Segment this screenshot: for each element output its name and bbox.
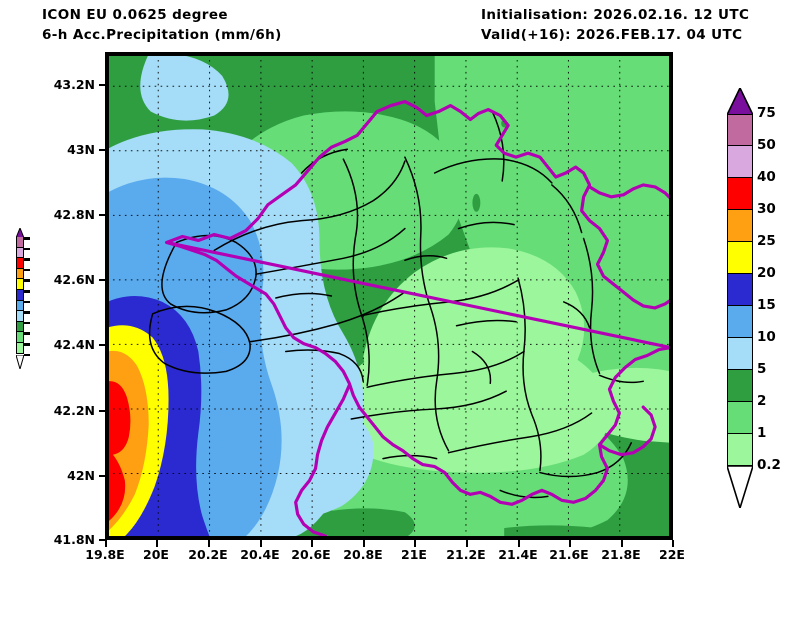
fill-south-dark-green-2 [295, 508, 415, 538]
fill-level-02-1-east-arm [553, 367, 671, 443]
colorbar-tick-label: 15 [757, 297, 776, 313]
mini-colorbar-segment [16, 342, 24, 354]
colorbar-segment [727, 338, 753, 370]
fill-level-02-1-center2 [328, 332, 611, 473]
colorbar-tick-label: 1 [757, 425, 767, 441]
national-border [164, 100, 671, 506]
mini-colorbar-tick [24, 353, 30, 357]
mini-colorbar-tick [24, 247, 30, 251]
colorbar-tick-label: 2 [757, 393, 767, 409]
colorbar-segment [727, 274, 753, 306]
colorbar-segment [727, 146, 753, 178]
mini-colorbar-segment [16, 311, 24, 322]
x-axis-label-2: 20.2E [188, 547, 228, 562]
national-border-southeast-loop [597, 405, 657, 457]
map-canvas [107, 54, 671, 538]
mini-colorbar-tick [24, 300, 30, 304]
colorbar-tick-label: 0.2 [757, 457, 781, 473]
x-axis-label-0: 19.8E [85, 547, 125, 562]
mini-colorbar-cap-top [16, 228, 24, 238]
valid-time: Valid(+16): 2026.FEB.17. 04 UTC [481, 27, 743, 43]
colorbar-segment [727, 370, 753, 402]
mini-colorbar-tick [24, 237, 30, 240]
colorbar-tick-label: 20 [757, 265, 776, 281]
fill-level-30-40 [107, 381, 131, 523]
x-axis-label-9: 21.6E [549, 547, 589, 562]
x-axis-label-11: 22E [659, 547, 685, 562]
mini-colorbar-tick [24, 258, 30, 261]
mini-colorbar-segment [16, 332, 24, 343]
colorbar-tick-label: 40 [757, 169, 776, 185]
mini-colorbar-tick [24, 332, 30, 335]
colorbar-segment [727, 178, 753, 210]
fill-level-5-10-nw-blob [140, 54, 229, 121]
colorbar-cap-bottom [727, 466, 753, 508]
field-title: 6-h Acc.Precipitation (mm/6h) [42, 27, 282, 43]
y-axis-label-7: 41.8N [53, 532, 95, 547]
colorbar[interactable] [727, 114, 753, 466]
colorbar-segment [727, 402, 753, 434]
x-axis-label-1: 20E [143, 547, 169, 562]
x-axis-label-8: 21.4E [498, 547, 538, 562]
y-axis-label-0: 43.2N [53, 77, 95, 92]
mini-colorbar-segment [16, 247, 24, 259]
mini-colorbar-segment [16, 237, 24, 248]
national-border-south-loop [294, 383, 351, 538]
national-border-northeast [587, 183, 671, 201]
mini-colorbar-segment [16, 300, 24, 312]
mini-colorbar-segment [16, 289, 24, 301]
colorbar-segment [727, 210, 753, 242]
y-axis-label-2: 42.8N [53, 207, 95, 222]
mini-colorbar-tick [24, 268, 30, 272]
colorbar-segment [727, 114, 753, 146]
x-axis-label-6: 21E [401, 547, 427, 562]
initialisation-time: Initialisation: 2026.02.16. 12 UTC [481, 7, 750, 23]
y-axis-label-1: 43N [67, 142, 95, 157]
colorbar-tick-label: 75 [757, 105, 776, 121]
x-axis-label-5: 20.8E [343, 547, 383, 562]
mini-colorbar-tick [24, 279, 30, 282]
colorbar-tick-label: 30 [757, 201, 776, 217]
mini-colorbar [16, 237, 24, 354]
y-axis-label-3: 42.6N [53, 272, 95, 287]
x-axis-label-3: 20.4E [240, 547, 280, 562]
precipitation-map [105, 52, 673, 540]
x-axis-label-10: 21.8E [601, 547, 641, 562]
colorbar-tick-label: 5 [757, 361, 767, 377]
colorbar-tick-label: 10 [757, 329, 776, 345]
mini-colorbar-segment [16, 279, 24, 290]
colorbar-tick-label: 25 [757, 233, 776, 249]
mini-colorbar-tick [24, 321, 30, 325]
mini-colorbar-tick [24, 290, 30, 293]
colorbar-segment [727, 306, 753, 338]
speckle-dark-green [472, 193, 481, 212]
mini-colorbar-segment [16, 268, 24, 280]
x-axis-label-7: 21.2E [446, 547, 486, 562]
mini-colorbar-cap-bottom [16, 355, 24, 369]
fill-south-dark-green [504, 525, 671, 538]
colorbar-segment [727, 434, 753, 466]
model-title: ICON EU 0.0625 degree [42, 7, 228, 23]
x-axis-label-4: 20.6E [291, 547, 331, 562]
colorbar-segment [727, 242, 753, 274]
mini-colorbar-segment [16, 321, 24, 333]
mini-colorbar-tick [24, 311, 30, 314]
mini-colorbar-tick [24, 343, 30, 346]
y-axis-label-6: 42N [67, 468, 95, 483]
colorbar-cap-top [727, 88, 753, 115]
mini-colorbar-segment [16, 258, 24, 269]
y-axis-label-4: 42.4N [53, 337, 95, 352]
municipal-boundaries [148, 110, 644, 499]
colorbar-tick-label: 50 [757, 137, 776, 153]
y-axis-label-5: 42.2N [53, 403, 95, 418]
